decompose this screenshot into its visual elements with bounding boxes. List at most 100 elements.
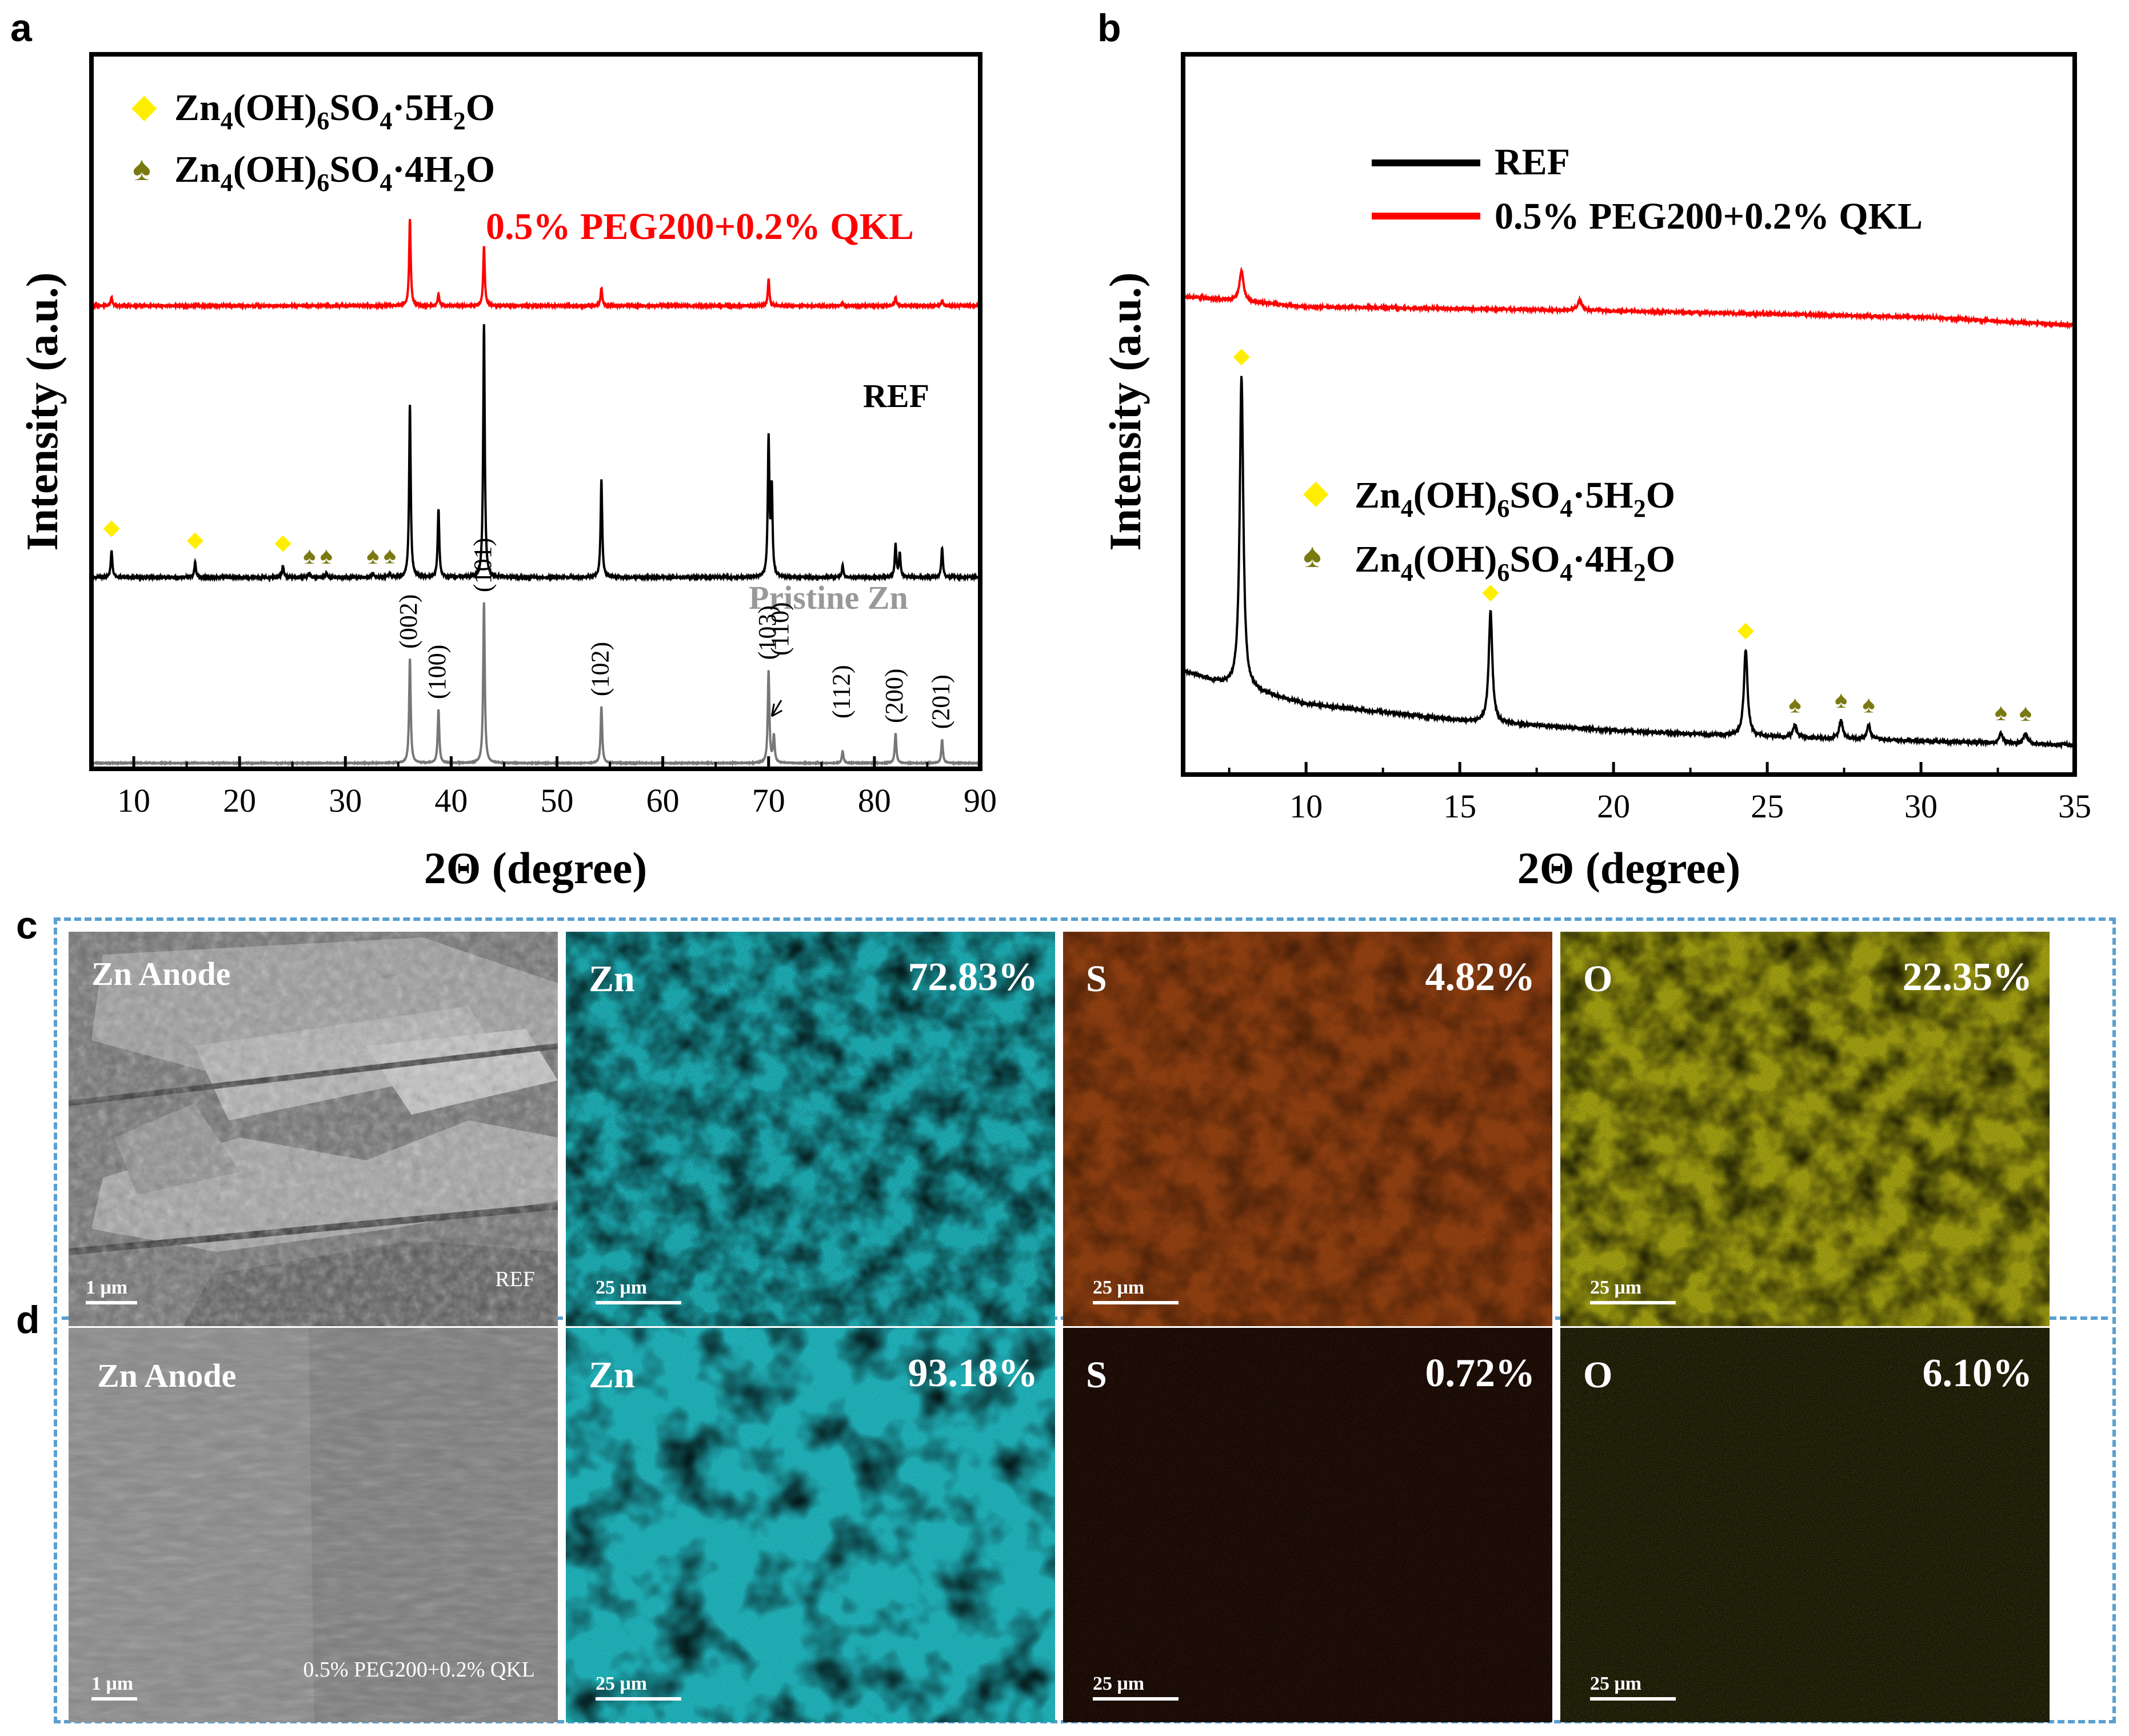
scale-bar-d-sem: 1 μm xyxy=(91,1673,137,1701)
x-tick-label-b-3: 25 xyxy=(1751,788,1784,825)
trace-ref-b xyxy=(1182,376,2076,750)
s-map-texture-c xyxy=(1063,932,1552,1326)
tile-value-c-s: 4.82% xyxy=(1425,955,1536,999)
scale-bar-c-s: 25 μm xyxy=(1093,1277,1179,1304)
pentahydrate-marker-a-1: ◆ xyxy=(187,528,204,552)
sem-tile-c: Zn Anode REF 1 μm xyxy=(69,932,558,1326)
y-axis-label-b: Intensity (a.u.) xyxy=(1100,272,1150,551)
image-row-d: Zn Anode 0.5% PEG200+0.2% QKL 1 μm Zn 93… xyxy=(69,1328,2050,1722)
series-label-pristine-a: Pristine Zn xyxy=(749,579,908,616)
x-tick-label-a-6: 70 xyxy=(752,782,785,819)
x-tick-label-a-5: 60 xyxy=(646,782,680,819)
zn-map-texture-c xyxy=(566,932,1055,1326)
hkl-label-6: (112) xyxy=(827,665,855,719)
tile-value-c-o: 22.35% xyxy=(1902,955,2033,999)
tile-label-d-s: S xyxy=(1086,1354,1107,1396)
legend-b-marker-diamond: ◆ xyxy=(1303,473,1329,510)
scale-bar-c-sem: 1 μm xyxy=(86,1277,137,1304)
pentahydrate-marker-a-2: ◆ xyxy=(274,530,291,554)
x-tick-label-b-5: 35 xyxy=(2058,788,2091,825)
x-tick-label-a-2: 30 xyxy=(329,782,362,819)
scale-bar-c-zn: 25 μm xyxy=(596,1277,681,1304)
legend-a-marker-diamond: ◆ xyxy=(131,87,157,125)
s-map-tile-c: S 4.82% 25 μm xyxy=(1063,932,1552,1326)
x-tick-label-b-4: 30 xyxy=(1904,788,1938,825)
tetrahydrate-marker-b-0: ♠ xyxy=(1788,692,1801,718)
x-tick-label-a-7: 80 xyxy=(858,782,891,819)
o-map-tile-d: O 6.10% 25 μm xyxy=(1560,1328,2050,1722)
hkl-arrow-110 xyxy=(770,700,783,717)
legend-b-label-1: Zn4(OH)6SO4·5H2O xyxy=(1355,474,1675,522)
tile-label-c-s: S xyxy=(1086,958,1107,1000)
series-label-treated-a: 0.5% PEG200+0.2% QKL xyxy=(486,206,914,248)
tile-label-c-sem: Zn Anode xyxy=(91,955,231,992)
x-tick-label-a-3: 40 xyxy=(434,782,468,819)
tile-label-d-o: O xyxy=(1583,1354,1613,1396)
tetrahydrate-marker-a-0: ♠ xyxy=(303,543,315,569)
hkl-label-4: (103) xyxy=(753,605,781,660)
hkl-label-1: (100) xyxy=(423,645,451,699)
trace-ref-a xyxy=(90,324,981,583)
tetrahydrate-marker-b-1: ♠ xyxy=(1835,687,1847,713)
tile-value-d-s: 0.72% xyxy=(1425,1351,1536,1395)
tile-note-d-sem: 0.5% PEG200+0.2% QKL xyxy=(303,1658,535,1682)
legend-b-lines: REF 0.5% PEG200+0.2% QKL xyxy=(1372,141,1923,237)
tile-value-d-zn: 93.18% xyxy=(908,1351,1038,1395)
o-map-texture-d xyxy=(1560,1328,2050,1722)
panel-letter-a: a xyxy=(10,6,32,50)
pentahydrate-marker-a-0: ◆ xyxy=(103,516,121,540)
legend-a-label-2: Zn4(OH)6SO4·4H2O xyxy=(174,149,495,197)
legend-a-label-1: Zn4(OH)6SO4·5H2O xyxy=(174,87,495,135)
tetrahydrate-marker-a-3: ♠ xyxy=(384,542,396,569)
x-tick-label-a-4: 50 xyxy=(541,782,574,819)
y-axis-label-a: Intensity (a.u.) xyxy=(17,272,67,551)
scale-bar-d-zn: 25 μm xyxy=(596,1673,681,1701)
hkl-label-7: (200) xyxy=(880,669,908,723)
pentahydrate-marker-b-1: ◆ xyxy=(1482,580,1499,604)
tetrahydrate-marker-b-4: ♠ xyxy=(2019,700,2032,727)
sem-texture-d xyxy=(69,1328,558,1722)
pentahydrate-marker-b-2: ◆ xyxy=(1737,618,1755,642)
tile-label-c-o: O xyxy=(1583,958,1613,1000)
sem-tile-d: Zn Anode 0.5% PEG200+0.2% QKL 1 μm xyxy=(69,1328,558,1722)
tetrahydrate-marker-a-2: ♠ xyxy=(366,543,379,569)
pentahydrate-marker-b-0: ◆ xyxy=(1233,344,1251,368)
tetrahydrate-marker-a-1: ♠ xyxy=(320,543,333,569)
zn-map-tile-c: Zn 72.83% 25 μm xyxy=(566,932,1055,1326)
tetrahydrate-marker-b-2: ♠ xyxy=(1862,692,1875,718)
sem-texture-c xyxy=(69,932,558,1326)
o-map-texture-c xyxy=(1560,932,2050,1326)
hkl-label-8: (201) xyxy=(926,675,954,729)
scale-bar-d-o: 25 μm xyxy=(1590,1673,1676,1701)
hkl-label-3: (102) xyxy=(586,642,614,696)
trace-treated-b xyxy=(1182,266,2076,330)
tile-value-c-zn: 72.83% xyxy=(908,955,1038,999)
series-label-ref-a: REF xyxy=(863,377,929,414)
legend-a: ◆ Zn4(OH)6SO4·5H2O ♠ Zn4(OH)6SO4·4H2O xyxy=(131,87,495,197)
o-map-tile-c: O 22.35% 25 μm xyxy=(1560,932,2050,1326)
s-map-texture-d xyxy=(1063,1328,1552,1722)
xrd-chart-a: 10 20 30 40 50 60 70 80 90 2Θ (degree) Intensity… xyxy=(17,52,997,893)
legend-b-label-2: Zn4(OH)6SO4·4H2O xyxy=(1355,538,1675,586)
panel-letter-c: c xyxy=(16,904,38,947)
x-axis-label-a: 2Θ (degree) xyxy=(424,843,648,893)
x-tick-label-a-0: 10 xyxy=(117,782,150,819)
legend-b-label-ref: REF xyxy=(1495,141,1570,183)
scale-bar-d-s: 25 μm xyxy=(1093,1673,1179,1701)
axes-frame-a xyxy=(89,52,982,771)
tile-note-c-sem: REF xyxy=(495,1267,535,1291)
trace-treated-a xyxy=(90,219,981,311)
x-tick-label-b-1: 15 xyxy=(1443,788,1476,825)
legend-a-marker-spade: ♠ xyxy=(133,150,151,187)
zn-map-texture-d xyxy=(566,1328,1055,1722)
legend-b-label-treated: 0.5% PEG200+0.2% QKL xyxy=(1495,195,1923,237)
tile-value-d-o: 6.10% xyxy=(1922,1351,2033,1395)
legend-b-marker-spade: ♠ xyxy=(1303,537,1321,574)
scale-bar-c-o: 25 μm xyxy=(1590,1277,1676,1304)
image-row-c: Zn Anode REF 1 μm Zn 72.83% 25 μm S 4.82… xyxy=(69,932,2050,1326)
s-map-tile-d: S 0.72% 25 μm xyxy=(1063,1328,1552,1722)
hkl-label-0: (002) xyxy=(394,594,422,649)
x-axis-label-b: 2Θ (degree) xyxy=(1517,843,1741,893)
x-tick-label-b-2: 20 xyxy=(1597,788,1630,825)
panel-letter-d: d xyxy=(16,1298,40,1342)
